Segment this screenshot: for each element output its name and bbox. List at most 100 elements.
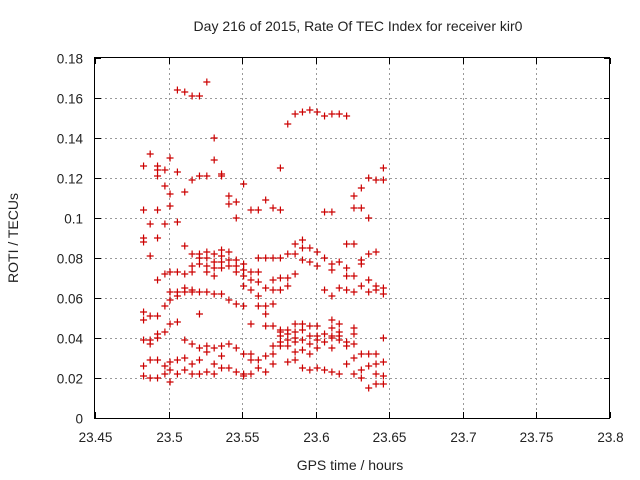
data-point — [161, 328, 169, 336]
data-point — [240, 272, 248, 280]
data-point — [276, 286, 284, 294]
data-point — [357, 260, 365, 268]
data-point — [195, 344, 203, 352]
y-tick-label: 0.08 — [57, 252, 83, 267]
data-point — [146, 150, 154, 158]
data-point — [276, 164, 284, 172]
data-point — [365, 288, 373, 296]
data-point — [321, 286, 329, 294]
data-point — [321, 112, 329, 120]
y-tick-label: 0.1 — [64, 212, 83, 227]
data-point — [232, 268, 240, 276]
data-point — [284, 274, 292, 282]
data-point — [328, 110, 336, 118]
data-point — [357, 184, 365, 192]
data-point — [188, 268, 196, 276]
data-point — [154, 234, 162, 242]
data-point — [350, 204, 358, 212]
data-point — [262, 368, 270, 376]
data-point — [188, 92, 196, 100]
data-point — [343, 360, 351, 368]
data-point — [195, 310, 203, 318]
data-point — [210, 264, 218, 272]
data-point — [343, 342, 351, 350]
data-point — [306, 332, 314, 340]
data-point — [284, 250, 292, 258]
data-point — [240, 180, 248, 188]
data-point — [306, 350, 314, 358]
data-point — [188, 262, 196, 270]
data-point — [291, 270, 299, 278]
data-point — [247, 286, 255, 294]
data-point — [379, 334, 387, 342]
data-point — [146, 252, 154, 260]
data-point — [203, 268, 211, 276]
data-point — [240, 266, 248, 274]
data-point — [350, 330, 358, 338]
data-point — [306, 258, 314, 266]
y-tick-label: 0.14 — [57, 132, 84, 147]
data-point — [298, 326, 306, 334]
y-tick-label: 0.16 — [57, 92, 83, 107]
data-point — [357, 282, 365, 290]
data-point — [166, 358, 174, 366]
data-point — [188, 176, 196, 184]
data-point — [140, 206, 148, 214]
data-points — [140, 78, 387, 392]
data-point — [232, 368, 240, 376]
data-point — [173, 218, 181, 226]
data-point — [210, 272, 218, 280]
x-tick-label: 23.7 — [450, 430, 476, 445]
data-point — [357, 366, 365, 374]
data-point — [350, 354, 358, 362]
data-point — [284, 358, 292, 366]
data-point — [218, 364, 226, 372]
data-point — [372, 360, 380, 368]
data-point — [195, 92, 203, 100]
data-point — [335, 258, 343, 266]
data-point — [313, 322, 321, 330]
data-point — [350, 240, 358, 248]
data-point — [154, 172, 162, 180]
data-point — [372, 350, 380, 358]
data-point — [313, 344, 321, 352]
data-point — [181, 354, 189, 362]
x-tick-label: 23.6 — [303, 430, 329, 445]
data-point — [247, 356, 255, 364]
y-tick-label: 0.02 — [57, 372, 83, 387]
data-point — [291, 250, 299, 258]
data-point — [181, 188, 189, 196]
data-point — [298, 346, 306, 354]
data-point — [203, 172, 211, 180]
data-point — [321, 254, 329, 262]
data-point — [284, 120, 292, 128]
y-axis-label: ROTI / TECUs — [5, 193, 21, 283]
data-point — [254, 268, 262, 276]
data-point — [276, 274, 284, 282]
data-point — [166, 190, 174, 198]
data-point — [365, 362, 373, 370]
data-point — [321, 366, 329, 374]
data-point — [140, 316, 148, 324]
data-point — [335, 370, 343, 378]
data-point — [146, 356, 154, 364]
plot-frame — [94, 57, 610, 419]
data-point — [350, 272, 358, 280]
data-point — [225, 248, 233, 256]
data-point — [298, 244, 306, 252]
data-point — [350, 192, 358, 200]
data-point — [166, 296, 174, 304]
data-point — [225, 256, 233, 264]
data-point — [203, 348, 211, 356]
data-point — [262, 322, 270, 330]
data-point — [188, 288, 196, 296]
data-point — [343, 240, 351, 248]
data-point — [203, 254, 211, 262]
data-point — [232, 262, 240, 270]
data-point — [247, 276, 255, 284]
data-point — [166, 366, 174, 374]
y-axis-ticks: 0 0.02 0.04 0.06 0.08 0.1 0.12 0.14 0.16 0.18 — [57, 52, 610, 427]
data-point — [276, 342, 284, 350]
data-point — [298, 236, 306, 244]
data-point — [328, 292, 336, 300]
